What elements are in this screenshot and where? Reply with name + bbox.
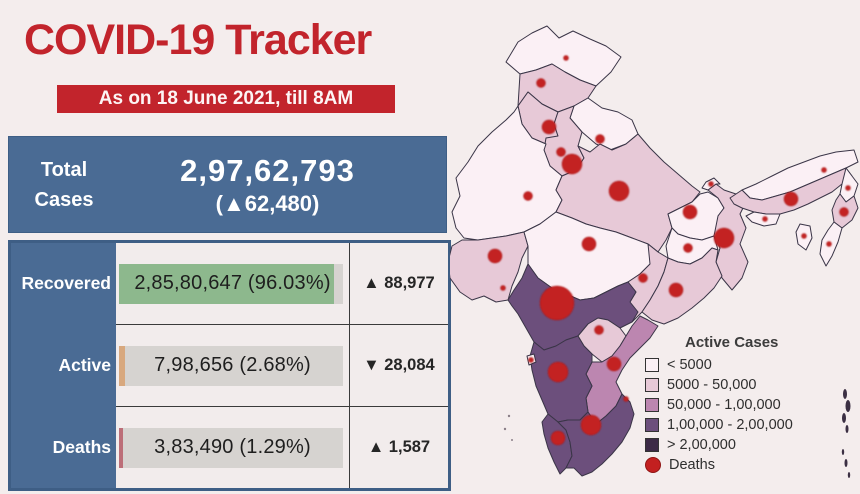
- recovered-value: 2,85,80,647 (96.03%): [134, 272, 331, 294]
- deaths-marker-goa[interactable]: [528, 357, 534, 363]
- recovered-change: ▲ 88,977: [349, 243, 448, 324]
- recovered-bar: [119, 263, 335, 304]
- india-choropleth-map: [450, 0, 860, 494]
- state-gujarat[interactable]: [450, 231, 529, 303]
- recovered-bar-track: [119, 263, 343, 304]
- deaths-marker-sikkim[interactable]: [708, 181, 714, 187]
- legend-item-5000-50000: 5000 - 50,000: [645, 375, 860, 395]
- deaths-marker-kerala[interactable]: [550, 430, 566, 446]
- deaths-marker-himachal-pradesh[interactable]: [536, 78, 546, 88]
- legend-item-gt200000: > 2,00,000: [645, 435, 860, 455]
- deaths-marker-manipur[interactable]: [839, 207, 849, 217]
- deaths-marker-assam[interactable]: [783, 191, 799, 207]
- deaths-bar: [119, 427, 123, 468]
- deaths-marker-daman[interactable]: [500, 285, 506, 291]
- deaths-marker-andhra-pradesh[interactable]: [606, 356, 622, 372]
- table-row-recovered: 2,85,80,647 (96.03%) ▲ 88,977: [116, 243, 448, 325]
- legend-item-100000-200000: 1,00,000 - 2,00,000: [645, 415, 860, 435]
- row-label-active: Active: [58, 355, 111, 375]
- active-change: ▼ 28,084: [349, 325, 448, 406]
- lakshadweep-islands: [503, 414, 513, 441]
- recovered-value-cell[interactable]: 2,85,80,647 (96.03%): [116, 243, 349, 324]
- active-value-cell[interactable]: 7,98,656 (2.68%): [116, 325, 349, 406]
- deaths-marker-jharkhand[interactable]: [683, 243, 693, 253]
- total-cases-change: (▲62,480): [215, 190, 320, 216]
- legend-item-deaths: Deaths: [645, 455, 860, 475]
- death-markers-layer: [487, 55, 851, 446]
- legend-swatch-5000-50000: [645, 378, 659, 392]
- row-label-recovered: Recovered: [21, 273, 112, 294]
- deaths-marker-tripura[interactable]: [801, 233, 807, 239]
- legend-deaths-circle-icon: [645, 457, 661, 473]
- deaths-marker-madhya-pradesh[interactable]: [581, 236, 597, 252]
- deaths-marker-meghalaya[interactable]: [762, 216, 768, 222]
- deaths-marker-telangana[interactable]: [594, 325, 604, 335]
- total-cases-panel: Total Cases 2,97,62,793 (▲62,480): [8, 136, 447, 233]
- deaths-marker-punjab[interactable]: [541, 119, 557, 135]
- deaths-marker-gujarat[interactable]: [487, 248, 503, 264]
- table-row-deaths: 3,83,490 (1.29%) ▲ 1,587: [116, 407, 448, 488]
- active-bar: [119, 345, 125, 386]
- deaths-marker-west-bengal[interactable]: [713, 227, 735, 249]
- total-cases-value: 2,97,62,793: [180, 152, 355, 188]
- deaths-marker-uttarakhand[interactable]: [595, 134, 605, 144]
- stats-table: Recovered Active Deaths 2,85,80,647 (96.…: [8, 240, 451, 491]
- stats-label-column: Recovered Active Deaths: [11, 243, 116, 488]
- deaths-marker-jammu-kashmir[interactable]: [563, 55, 569, 61]
- legend-swatch-50000-100000: [645, 398, 659, 412]
- active-value: 7,98,656 (2.68%): [154, 354, 311, 376]
- legend-item-lt5000: < 5000: [645, 355, 860, 375]
- deaths-marker-haryana[interactable]: [556, 147, 566, 157]
- deaths-marker-bihar[interactable]: [682, 204, 698, 220]
- deaths-value: 3,83,490 (1.29%): [154, 436, 311, 458]
- legend-item-50000-100000: 50,000 - 1,00,000: [645, 395, 860, 415]
- legend-swatch-lt5000: [645, 358, 659, 372]
- deaths-marker-tamil-nadu[interactable]: [580, 414, 602, 436]
- deaths-marker-nagaland[interactable]: [845, 185, 851, 191]
- legend-swatch-100000-200000: [645, 418, 659, 432]
- deaths-marker-arunachal-pradesh[interactable]: [821, 167, 827, 173]
- deaths-marker-karnataka[interactable]: [547, 361, 569, 383]
- deaths-marker-uttar-pradesh[interactable]: [608, 180, 630, 202]
- deaths-marker-odisha[interactable]: [668, 282, 684, 298]
- deaths-marker-delhi[interactable]: [561, 153, 583, 175]
- deaths-change: ▲ 1,587: [349, 407, 448, 488]
- date-banner: As on 18 June 2021, till 8AM: [57, 85, 395, 113]
- active-bar-track: [119, 345, 343, 386]
- table-row-active: 7,98,656 (2.68%) ▼ 28,084: [116, 325, 448, 407]
- legend-title: Active Cases: [685, 334, 779, 351]
- deaths-marker-chhattisgarh[interactable]: [638, 273, 648, 283]
- deaths-marker-maharashtra[interactable]: [539, 285, 575, 321]
- row-label-deaths: Deaths: [52, 436, 111, 457]
- total-cases-label: Total Cases: [34, 158, 94, 211]
- total-cases-values: 2,97,62,793 (▲62,480): [119, 137, 446, 232]
- deaths-value-cell[interactable]: 3,83,490 (1.29%): [116, 407, 349, 488]
- deaths-marker-chennai[interactable]: [623, 396, 629, 402]
- deaths-bar-track: [119, 427, 343, 468]
- deaths-marker-rajasthan[interactable]: [523, 191, 533, 201]
- legend-swatch-gt200000: [645, 438, 659, 452]
- map-legend: Active Cases < 5000 5000 - 50,000 50,000…: [645, 334, 860, 475]
- deaths-marker-mizoram[interactable]: [826, 241, 832, 247]
- andaman-nicobar-islands: [841, 389, 851, 478]
- page-title: COVID-19 Tracker: [24, 16, 372, 64]
- stats-rows: 2,85,80,647 (96.03%) ▲ 88,977 7,98,656 (…: [116, 243, 448, 488]
